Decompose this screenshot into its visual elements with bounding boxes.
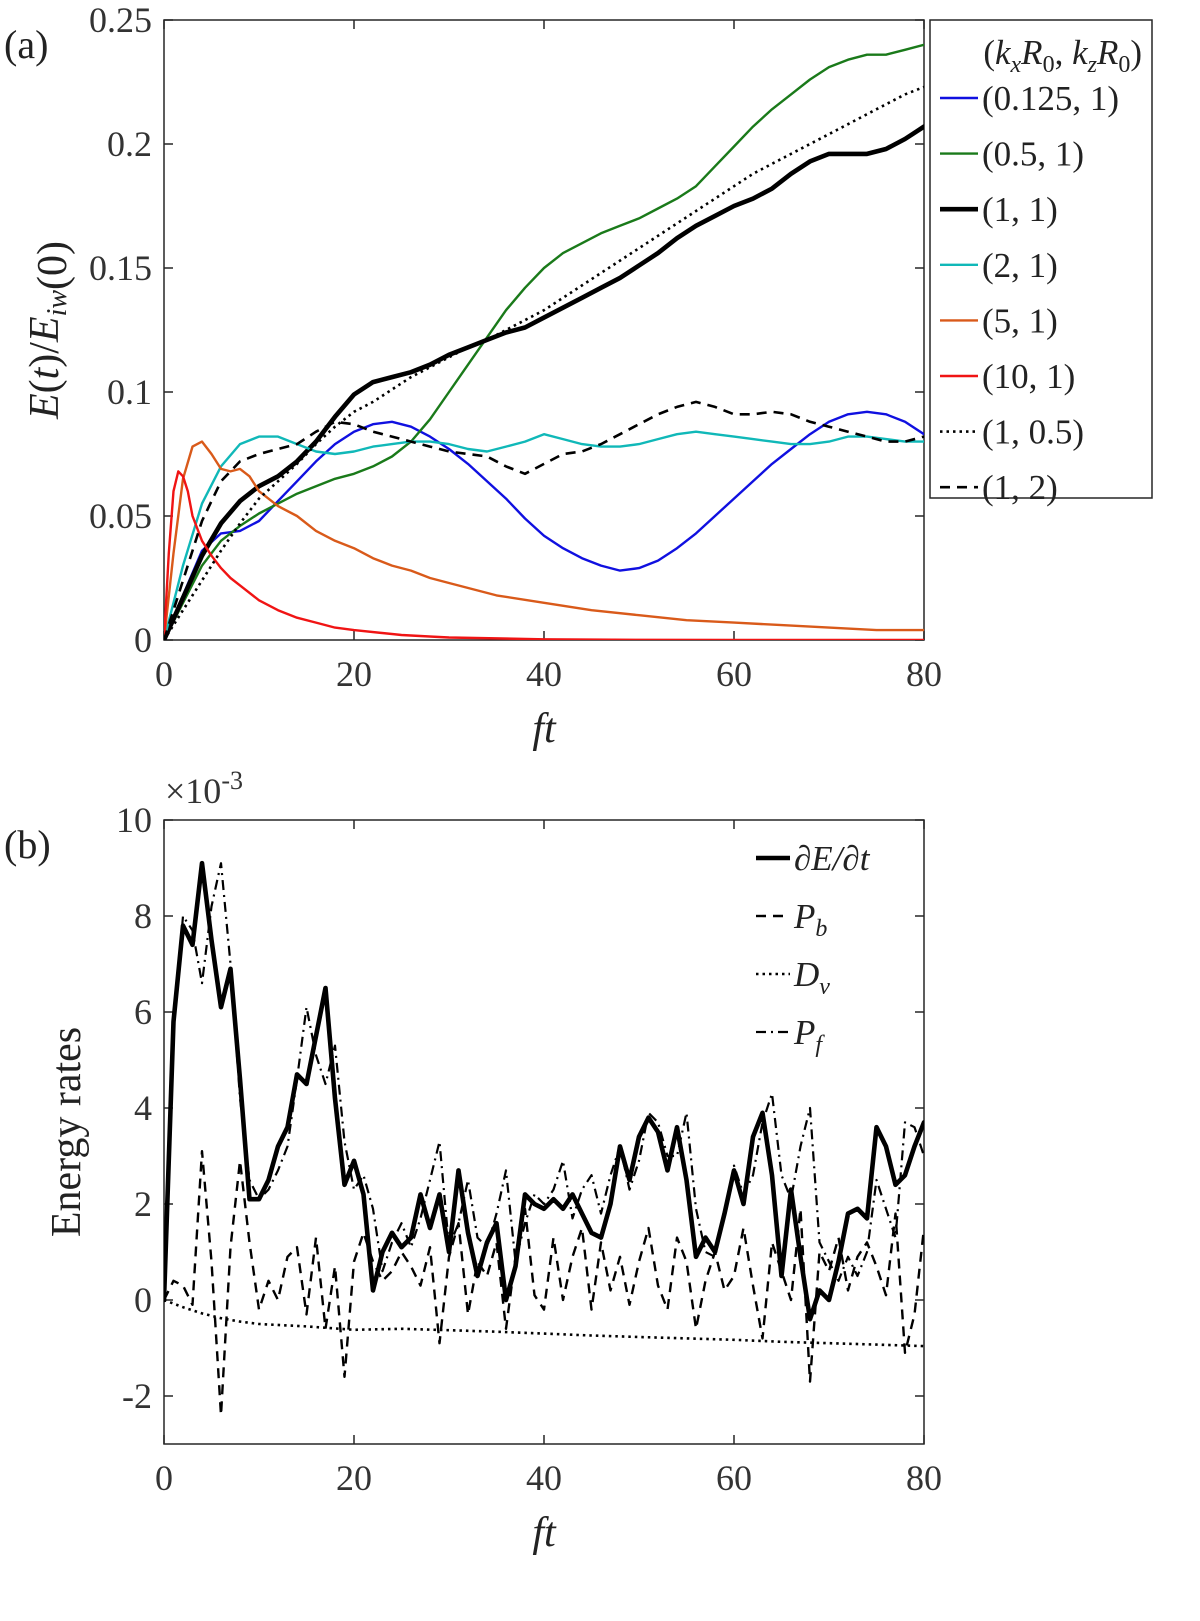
- series-line-2: [164, 124, 924, 640]
- legend-title-part: 0: [1043, 52, 1055, 78]
- legend-label: (2, 1): [982, 246, 1058, 285]
- x-tick-label: 0: [155, 1458, 173, 1498]
- y-axis-label-text: Energy rates: [44, 1027, 90, 1237]
- legend-label: (10, 1): [982, 357, 1075, 396]
- chart-panel-1: 0 20 40 60 80 -2 0 2 4 6 8 10 (b) ft: [4, 800, 942, 1556]
- y-tick-label: 0: [134, 620, 152, 660]
- legend-title-part: R: [1096, 33, 1118, 72]
- legend-label: ∂E/∂t: [794, 839, 871, 878]
- y-axis-label: E(t)/Eiw(0): [22, 241, 76, 420]
- y-tick-label: 0: [134, 1280, 152, 1320]
- legend-label: Dv: [793, 955, 830, 1000]
- legend-title-part: ,: [1055, 33, 1073, 72]
- legend-title-part: k: [995, 33, 1012, 72]
- y-axis-label-text: E(t)/Eiw(0): [22, 241, 76, 420]
- y-tick-label: 0.2: [107, 124, 152, 164]
- plot-area: [163, 19, 925, 641]
- x-tick-label: 40: [526, 1458, 562, 1498]
- x-tick-label: 0: [155, 654, 173, 694]
- x-tick-label: 20: [336, 1458, 372, 1498]
- scale-exponent: -3: [221, 766, 243, 795]
- y-tick-label: 0.1: [107, 372, 152, 412]
- y-axis-label-part: E: [22, 393, 68, 420]
- scale-multiplier: ×10-3: [165, 766, 243, 811]
- y-axis-label-part: )/: [22, 342, 68, 368]
- legend-label: (0.125, 1): [982, 79, 1119, 118]
- legend-label: Pb: [793, 897, 827, 942]
- series-line-6: [164, 85, 924, 640]
- panel-label: (b): [4, 822, 51, 867]
- y-tick-label: 0.25: [89, 0, 152, 40]
- x-tick-label: 20: [336, 654, 372, 694]
- legend-label: Pf: [793, 1013, 825, 1058]
- legend-label: (5, 1): [982, 301, 1058, 340]
- y-tick-label: 0.15: [89, 248, 152, 288]
- series-line-5: [164, 470, 924, 640]
- scale-base: ×10: [165, 771, 221, 811]
- legend-title-part: (: [983, 33, 995, 72]
- series-line-4: [164, 440, 924, 640]
- legend-label: (0.5, 1): [982, 135, 1084, 174]
- legend-label: (1, 2): [982, 468, 1058, 507]
- y-tick-label: 8: [134, 896, 152, 936]
- x-tick-label: 80: [906, 654, 942, 694]
- y-tick-label: 0.05: [89, 496, 152, 536]
- legend-title-part: k: [1072, 33, 1089, 72]
- y-tick-label: 4: [134, 1088, 152, 1128]
- x-tick-label: 80: [906, 1458, 942, 1498]
- chart-panel-0: 0 20 40 60 80 0 0.05 0.1 0.15 0.2 0.25 (a) ft: [4, 0, 942, 752]
- y-axis-label-part: iw: [42, 290, 73, 317]
- y-axis-label-part: (: [22, 379, 68, 393]
- y-tick-label: 10: [116, 800, 152, 840]
- series-line-3: [164, 862, 924, 1301]
- legend-title-part: R: [1020, 33, 1042, 72]
- legend-label-sub: f: [815, 1032, 825, 1058]
- x-tick-label: 60: [716, 654, 752, 694]
- legend-label-main: P: [793, 1013, 815, 1052]
- legend-label-main: P: [793, 897, 815, 936]
- legend-label-sub: v: [819, 974, 830, 1000]
- y-axis-label: Energy rates: [44, 1027, 90, 1237]
- y-axis-label-part: E: [22, 316, 68, 343]
- legend-box: [929, 19, 1153, 499]
- series-line-2: [164, 1298, 924, 1348]
- legend-title-part: ): [1130, 33, 1142, 72]
- legend-title-part: 0: [1118, 52, 1130, 78]
- panel-label: (a): [4, 22, 48, 67]
- y-tick-label: 6: [134, 992, 152, 1032]
- legend-label-main: ∂E/∂t: [794, 839, 871, 878]
- series-line-7: [164, 400, 924, 640]
- y-axis-label-part: (0): [30, 241, 76, 290]
- y-tick-label: 2: [134, 1184, 152, 1224]
- legend-label-sub: b: [815, 916, 827, 942]
- legend-title: (kxR0, kzR0): [983, 33, 1142, 78]
- legend-label: (1, 1): [982, 190, 1058, 229]
- series-line-3: [164, 430, 924, 640]
- x-axis-label: ft: [532, 1510, 557, 1556]
- plot-area: [163, 819, 925, 1445]
- legend-label-main: D: [793, 955, 819, 994]
- y-tick-label: -2: [122, 1376, 152, 1416]
- series-line-1: [164, 1149, 924, 1417]
- series-line-1: [164, 43, 924, 640]
- x-tick-label: 40: [526, 654, 562, 694]
- x-axis-label: ft: [532, 706, 557, 752]
- y-axis-label-part: t: [22, 366, 68, 379]
- legend-label: (1, 0.5): [982, 413, 1084, 452]
- x-tick-label: 60: [716, 1458, 752, 1498]
- legend-a: (kxR0, kzR0)(0.125, 1)(0.5, 1)(1, 1)(2, …: [929, 19, 1153, 507]
- legend-title-part: z: [1087, 52, 1098, 78]
- legend-title-part: x: [1010, 52, 1022, 78]
